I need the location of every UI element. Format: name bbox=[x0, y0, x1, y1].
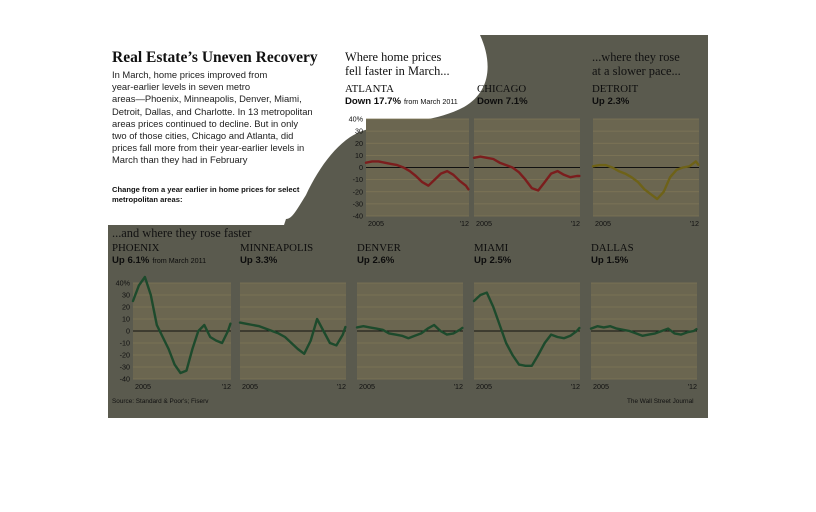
section-rose-slower: ...where they rose at a slower pace... bbox=[592, 50, 681, 78]
series-line-chicago bbox=[472, 155, 581, 192]
change-label: Up 2.3% bbox=[592, 96, 630, 107]
city-label: MINNEAPOLIS bbox=[240, 242, 314, 254]
city-label: PHOENIX bbox=[112, 242, 160, 254]
subhead-line: metropolitan areas: bbox=[112, 194, 183, 204]
change-label: Up 6.1% from March 2011 bbox=[112, 255, 207, 266]
section-line: fell faster in March... bbox=[345, 64, 450, 78]
section-rose-faster: ...and where they rose faster bbox=[112, 226, 252, 240]
series-line-minneapolis bbox=[238, 317, 347, 355]
intro-line: Detroit, Dallas, and Charlotte. In 13 me… bbox=[112, 105, 313, 117]
series-line-miami bbox=[472, 291, 581, 367]
x-tick-label: '12 bbox=[460, 219, 469, 228]
y-tick-label: -20 bbox=[353, 187, 363, 196]
y-tick-label: -10 bbox=[120, 339, 130, 348]
y-tick-label: 0 bbox=[359, 163, 363, 172]
intro-line: areas prices continued to decline. But i… bbox=[112, 117, 299, 129]
city-label: DENVER bbox=[357, 242, 401, 254]
x-tick-label: 2005 bbox=[476, 382, 492, 391]
x-tick-label: '12 bbox=[690, 219, 699, 228]
city-label: CHICAGO bbox=[477, 83, 527, 95]
subhead-line: Change from a year earlier in home price… bbox=[112, 185, 300, 194]
city-label: DALLAS bbox=[591, 242, 634, 254]
series-line-detroit bbox=[591, 160, 700, 201]
change-label: Up 3.3% bbox=[240, 255, 278, 266]
y-tick-label: -20 bbox=[120, 351, 130, 360]
x-tick-label: '12 bbox=[337, 382, 346, 391]
y-tick-label: -30 bbox=[120, 363, 130, 372]
series-line-atlanta bbox=[364, 160, 470, 191]
city-label: DETROIT bbox=[592, 83, 639, 95]
charts-layer: 40% 30 20 10 0 -10 -20 -30 -40 2005 '12 2005 '12 2005… bbox=[116, 115, 700, 391]
chart-title: Real Estate’s Uneven Recovery bbox=[112, 49, 318, 66]
city-label: ATLANTA bbox=[345, 83, 394, 95]
y-tick-label: 10 bbox=[355, 151, 363, 160]
intro-line: March than they had in February bbox=[112, 154, 248, 166]
x-tick-label: '12 bbox=[688, 382, 697, 391]
x-tick-label: 2005 bbox=[593, 382, 609, 391]
x-tick-label: '12 bbox=[571, 219, 580, 228]
x-tick-label: '12 bbox=[571, 382, 580, 391]
x-tick-label: '12 bbox=[222, 382, 231, 391]
series-line-denver bbox=[355, 323, 464, 340]
change-label: Up 2.6% bbox=[357, 255, 395, 266]
section-line: ...where they rose bbox=[592, 50, 680, 64]
change-label: Up 1.5% bbox=[591, 255, 629, 266]
intro-line: two of those cities, Chicago and Atlanta… bbox=[112, 130, 294, 142]
city-label: MIAMI bbox=[474, 242, 509, 254]
intro-line: In March, home prices improved from bbox=[112, 69, 268, 80]
intro-line: areas—Phoenix, Minneapolis, Denver, Miam… bbox=[112, 93, 302, 105]
intro-line: year-earlier levels in seven metro bbox=[112, 81, 251, 93]
x-tick-label: '12 bbox=[454, 382, 463, 391]
y-tick-label: 0 bbox=[126, 327, 130, 336]
subhead: Change from a year earlier in home price… bbox=[112, 185, 299, 204]
source-note: Source: Standard & Poor's; Fiserv bbox=[112, 398, 209, 405]
x-tick-label: 2005 bbox=[242, 382, 258, 391]
x-tick-label: 2005 bbox=[368, 219, 384, 228]
change-label: Down 17.7% from March 2011 bbox=[345, 96, 458, 107]
intro-line: prices fall more from their year-earlier… bbox=[112, 142, 305, 154]
y-tick-label: 20 bbox=[122, 303, 130, 312]
y-tick-label: 30 bbox=[355, 127, 363, 136]
series-line-dallas bbox=[589, 325, 698, 337]
y-tick-label: -40 bbox=[353, 212, 363, 221]
y-tick-label: -30 bbox=[353, 199, 363, 208]
section-line: at a slower pace... bbox=[592, 64, 681, 78]
y-tick-label: 40% bbox=[116, 279, 131, 288]
y-tick-label: 20 bbox=[355, 139, 363, 148]
y-tick-label: -10 bbox=[353, 175, 363, 184]
x-tick-label: 2005 bbox=[595, 219, 611, 228]
paper-swoosh-shape bbox=[108, 35, 488, 225]
change-label: Up 2.5% bbox=[474, 255, 512, 266]
x-tick-label: 2005 bbox=[359, 382, 375, 391]
y-tick-label: 40% bbox=[349, 115, 364, 124]
wsj-infographic: Real Estate’s Uneven Recovery In March, … bbox=[108, 35, 708, 418]
x-tick-label: 2005 bbox=[135, 382, 151, 391]
x-tick-label: 2005 bbox=[476, 219, 492, 228]
change-note: from March 2011 bbox=[152, 256, 207, 265]
y-tick-label: -40 bbox=[120, 375, 130, 384]
section-line: Where home prices bbox=[345, 50, 442, 64]
credit-note: The Wall Street Journal bbox=[627, 398, 694, 405]
intro-text: In March, home prices improved from year… bbox=[112, 69, 338, 167]
y-tick-label: 30 bbox=[122, 291, 130, 300]
change-note: from March 2011 bbox=[403, 97, 458, 106]
change-label: Down 7.1% bbox=[477, 96, 528, 107]
y-tick-label: 10 bbox=[122, 315, 130, 324]
section-fell-faster: Where home prices fell faster in March..… bbox=[345, 50, 450, 78]
series-line-phoenix bbox=[131, 275, 232, 375]
